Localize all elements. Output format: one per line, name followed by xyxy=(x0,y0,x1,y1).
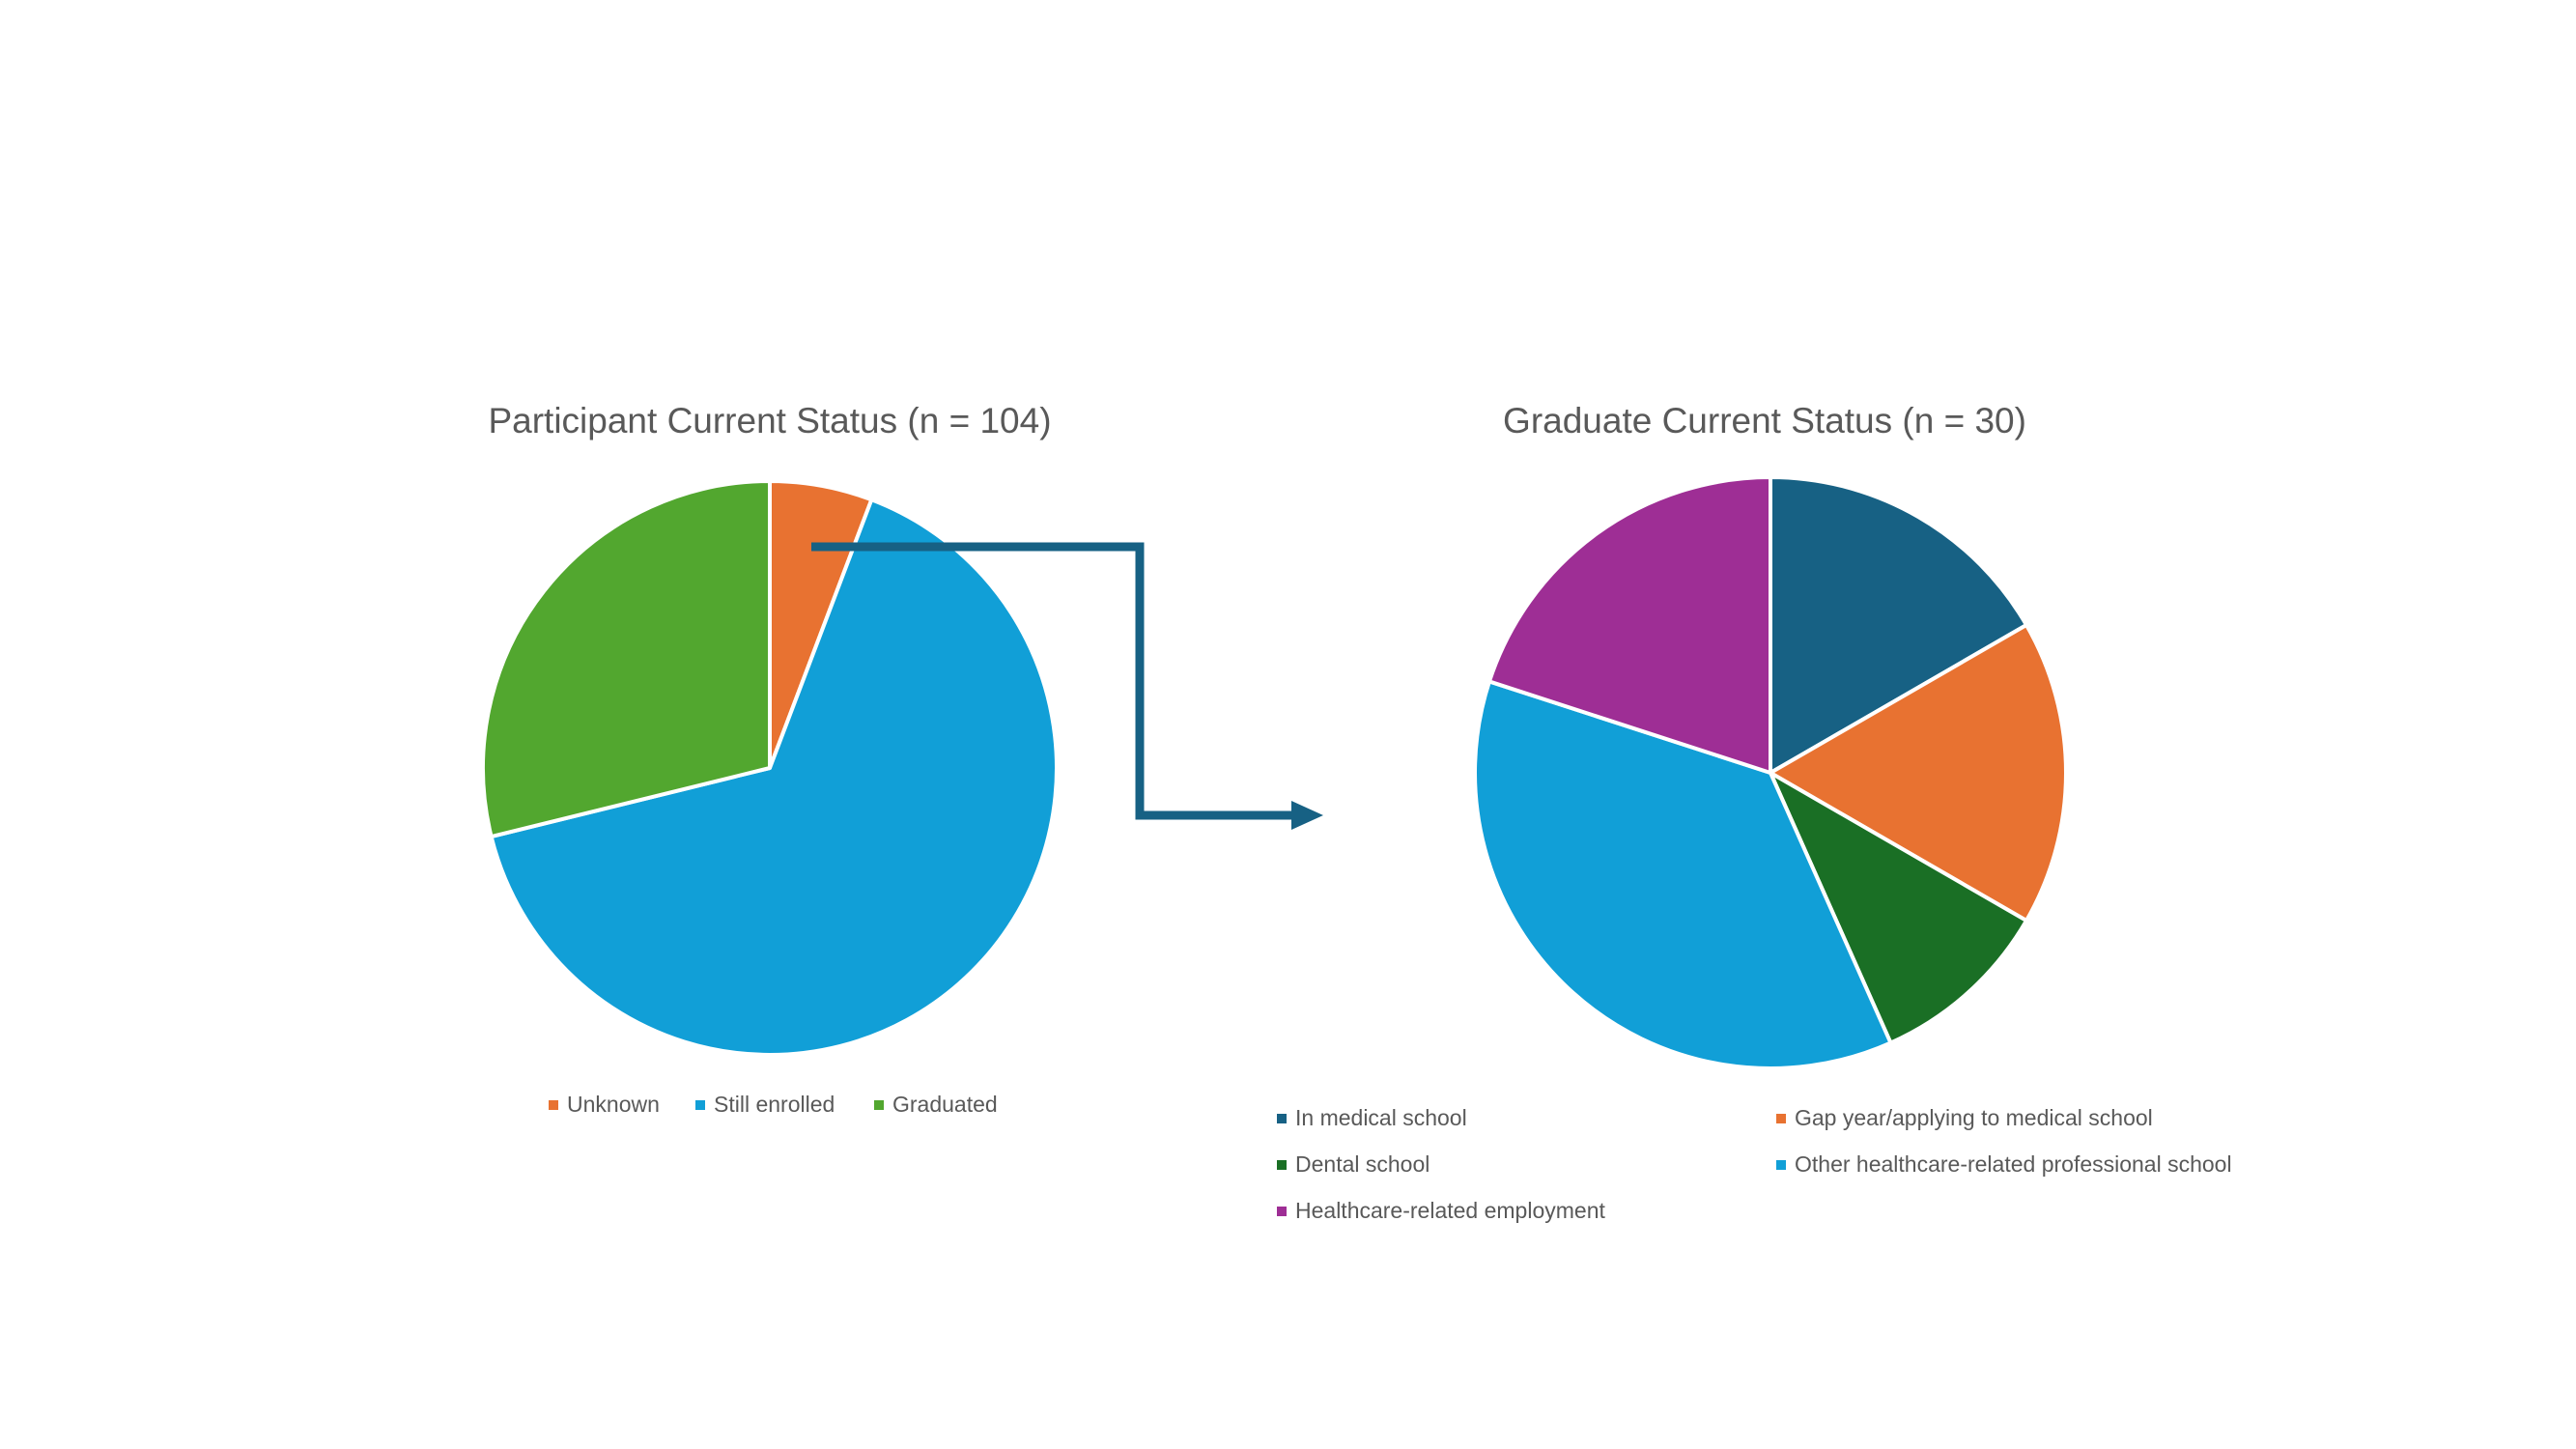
legend-swatch xyxy=(549,1099,558,1110)
participant-slice-graduated xyxy=(481,479,772,839)
graduate-slice-healthcare-related-employment xyxy=(1486,475,1772,775)
graduate-slice-in-medical-school xyxy=(1769,475,2028,775)
legend-label: Dental school xyxy=(1295,1151,1430,1177)
legend-label: Other healthcare-related professional sc… xyxy=(1795,1151,2232,1177)
arrowhead xyxy=(1291,801,1323,830)
legend-label: In medical school xyxy=(1295,1105,1467,1130)
legend-item-still-enrolled: Still enrolled xyxy=(695,1092,835,1118)
legend-item-in-medical-school: In medical school xyxy=(1277,1105,1467,1131)
legend-item-unknown: Unknown xyxy=(549,1092,660,1118)
legend-label: Healthcare-related employment xyxy=(1295,1198,1605,1223)
legend-swatch xyxy=(874,1099,884,1110)
graduated-connector-arrow xyxy=(811,542,1323,830)
legend-swatch xyxy=(1277,1113,1287,1123)
graduate-slice-other-healthcare-related-professional-school xyxy=(1473,679,1893,1070)
legend-swatch xyxy=(1776,1113,1786,1123)
legend-item-healthcare-employment: Healthcare-related employment xyxy=(1277,1198,1605,1224)
legend-label: Still enrolled xyxy=(714,1092,835,1117)
graduate-slice-dental-school xyxy=(1769,771,2028,1045)
participant-slice-still-enrolled xyxy=(489,497,1059,1057)
legend-label: Graduated xyxy=(892,1092,998,1117)
participant-chart-title: Participant Current Status (n = 104) xyxy=(488,401,1052,440)
legend-label: Unknown xyxy=(567,1092,660,1117)
legend-swatch xyxy=(1277,1206,1287,1216)
graduate-chart-title: Graduate Current Status (n = 30) xyxy=(1503,401,2026,440)
graduate-status-pie xyxy=(1473,475,2068,1070)
connector-line xyxy=(811,542,1299,820)
legend-swatch xyxy=(695,1099,705,1110)
legend-item-gap-year: Gap year/applying to medical school xyxy=(1776,1105,2153,1131)
legend-item-dental-school: Dental school xyxy=(1277,1151,1430,1178)
graduate-slice-gap-year-applying-to-medical-school xyxy=(1769,623,2068,923)
legend-swatch xyxy=(1277,1159,1287,1170)
legend-item-other-healthcare-school: Other healthcare-related professional sc… xyxy=(1776,1151,2232,1178)
legend-item-graduated: Graduated xyxy=(874,1092,998,1118)
legend-label: Gap year/applying to medical school xyxy=(1795,1105,2153,1130)
participant-status-pie xyxy=(481,479,1059,1057)
legend-swatch xyxy=(1776,1159,1786,1170)
